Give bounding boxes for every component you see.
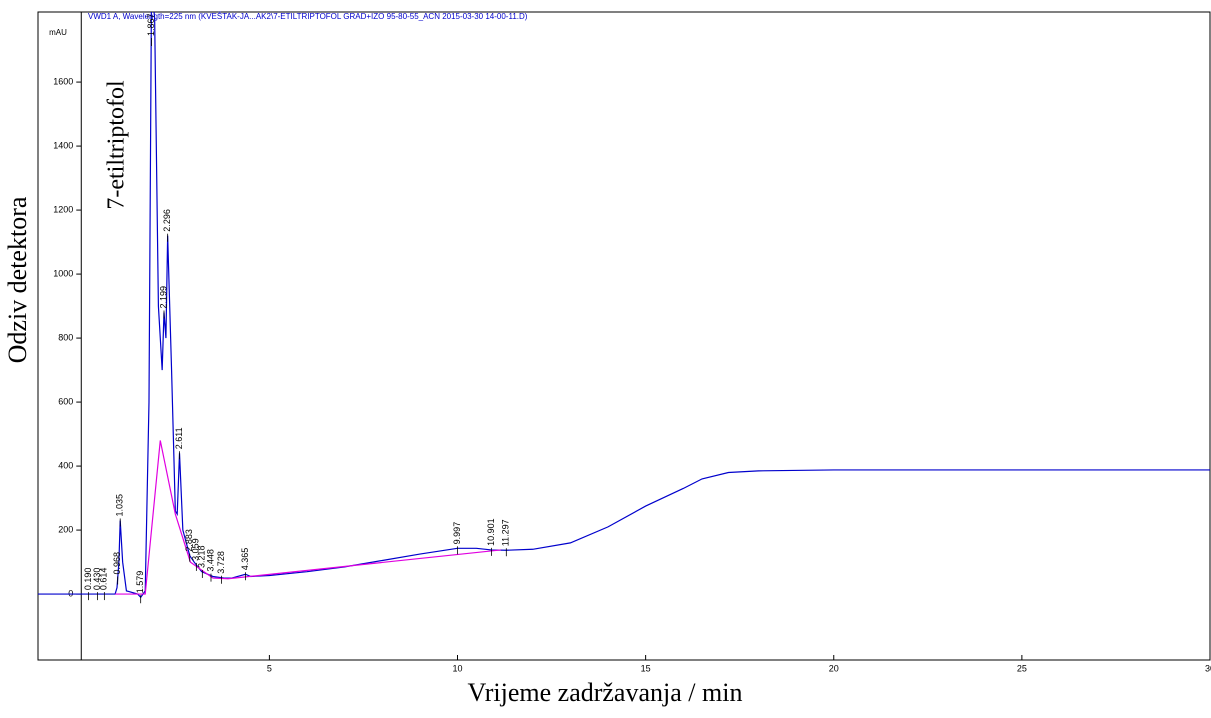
x-tick-label: 15 (641, 663, 651, 673)
peak-label: 1.867 (146, 13, 156, 36)
y-tick-label: 1000 (53, 268, 73, 278)
y-tick-label: 1600 (53, 76, 73, 86)
y-tick-label: 400 (58, 460, 73, 470)
y-tick-label: 200 (58, 524, 73, 534)
peak-label: 1.035 (115, 494, 125, 517)
peak-label: 3.728 (216, 551, 226, 574)
peak-label: 3.448 (205, 549, 215, 572)
y-tick-label: 1400 (53, 140, 73, 150)
peak-label: 0.430 (92, 568, 102, 591)
peak-label: 0.968 (112, 552, 122, 575)
y-tick-label: 0 (68, 588, 73, 598)
plot-frame (37, 11, 1211, 661)
peak-label: 0.190 (83, 568, 93, 591)
chart-title: VWD1 A, Wavelength=225 nm (KVEŠTAK-JA...… (88, 12, 528, 21)
trace (115, 440, 501, 595)
peak-label: 2.883 (184, 529, 194, 552)
peak-label: 2.296 (162, 209, 172, 232)
annotation: 7-etiltriptofol (104, 80, 130, 210)
peak-label: 3.218 (197, 545, 207, 568)
peak-label: 11.297 (501, 519, 511, 546)
peak-label: 10.901 (486, 518, 496, 546)
x-tick-label: 20 (829, 663, 839, 673)
x-tick-label: 25 (1017, 663, 1027, 673)
peak-label: 4.365 (240, 548, 250, 571)
y-tick-label: 600 (58, 396, 73, 406)
peak-label: 2.199 (158, 286, 168, 309)
y-axis-label: Odziv detektora (3, 196, 32, 363)
y-tick-label: 800 (58, 332, 73, 342)
y-unit: mAU (49, 28, 67, 37)
x-tick-label: 30 (1205, 663, 1211, 673)
x-tick-label: 10 (453, 663, 463, 673)
peak-label: 2.611 (174, 427, 184, 449)
peak-label: 3.059 (191, 538, 201, 561)
peak-label: 1.579 (135, 571, 145, 594)
x-tick-label: 5 (267, 663, 272, 673)
peak-label: 9.997 (452, 522, 462, 545)
x-axis-label: Vrijeme zadržavanja / min (468, 678, 743, 707)
plot-area (38, 12, 1210, 599)
peak-label: 0.614 (99, 568, 109, 591)
trace (38, 12, 1210, 599)
y-tick-label: 1200 (53, 204, 73, 214)
